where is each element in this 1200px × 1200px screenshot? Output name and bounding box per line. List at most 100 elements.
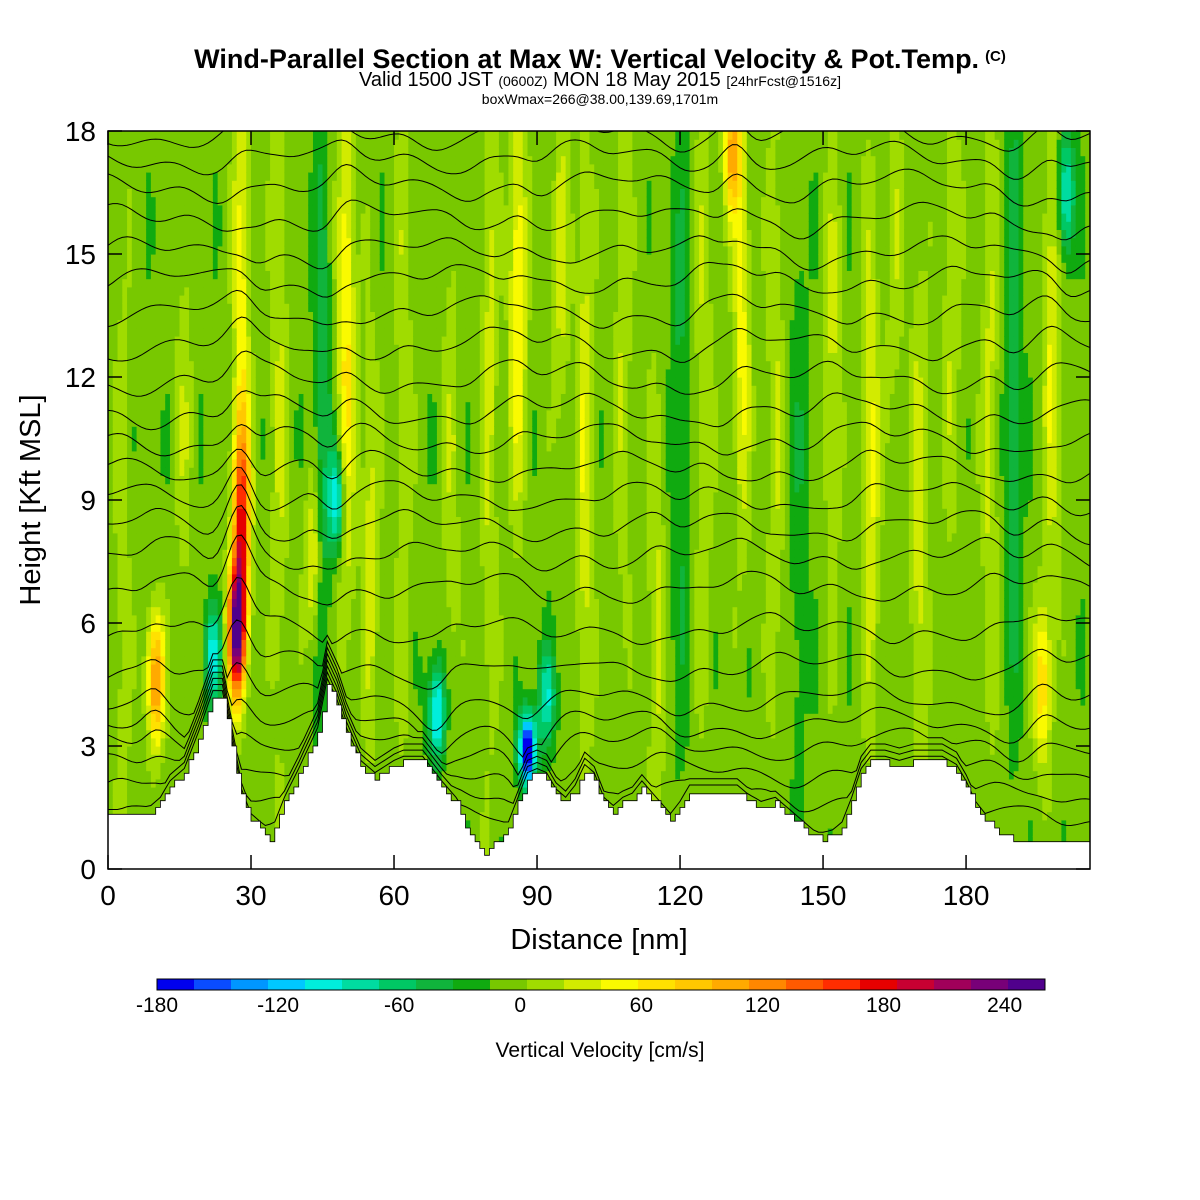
velocity-cell (222, 582, 228, 591)
velocity-cell (117, 778, 123, 788)
velocity-cell (270, 532, 276, 542)
velocity-cell (150, 270, 157, 280)
velocity-cell (227, 213, 233, 222)
velocity-cell (198, 377, 204, 386)
velocity-cell (336, 475, 343, 485)
velocity-cell (260, 254, 266, 263)
velocity-cell (279, 483, 285, 493)
velocity-cell (208, 172, 214, 181)
velocity-cell (141, 639, 147, 649)
velocity-cell (336, 631, 343, 640)
velocity-cell (208, 524, 214, 534)
velocity-cell (184, 623, 190, 632)
velocity-cell (108, 155, 114, 165)
velocity-cell (184, 491, 190, 501)
velocity-cell (255, 311, 262, 321)
velocity-cell (155, 672, 162, 681)
velocity-cell (260, 639, 266, 649)
velocity-cell (174, 180, 181, 189)
velocity-cell (169, 295, 176, 304)
velocity-cell (198, 606, 204, 616)
velocity-cell (298, 352, 305, 362)
velocity-cell (341, 524, 347, 534)
velocity-cell (293, 565, 300, 575)
velocity-cell (203, 696, 209, 706)
velocity-cell (193, 319, 200, 329)
velocity-cell (241, 532, 247, 542)
velocity-cell (122, 131, 128, 140)
velocity-cell (317, 377, 324, 386)
velocity-cell (312, 565, 319, 575)
velocity-cell (346, 286, 352, 296)
velocity-cell (270, 221, 276, 230)
velocity-cell (284, 303, 290, 312)
velocity-cell (155, 565, 162, 575)
velocity-cell (227, 614, 233, 624)
velocity-cell (117, 549, 123, 558)
velocity-cell (131, 532, 138, 542)
velocity-cell (265, 754, 271, 763)
velocity-cell (351, 680, 357, 690)
velocity-cell (155, 188, 162, 198)
velocity-cell (270, 377, 276, 386)
velocity-cell (265, 688, 271, 698)
velocity-cell (179, 385, 185, 394)
velocity-cell (203, 163, 209, 173)
velocity-cell (112, 516, 119, 526)
velocity-cell (227, 524, 233, 534)
velocity-cell (317, 139, 324, 148)
velocity-cell (169, 188, 176, 198)
velocity-cell (341, 688, 347, 698)
velocity-cell (341, 385, 347, 394)
velocity-cell (117, 442, 123, 452)
velocity-cell (155, 664, 162, 673)
velocity-cell (117, 254, 123, 263)
velocity-cell (251, 803, 257, 813)
velocity-cell (346, 327, 352, 337)
velocity-cell (165, 368, 171, 378)
velocity-cell (208, 434, 214, 444)
velocity-cell (222, 270, 228, 280)
velocity-cell (241, 393, 247, 403)
velocity-cell (336, 385, 343, 394)
velocity-cell (274, 245, 281, 255)
velocity-cell (174, 491, 181, 501)
velocity-cell (284, 409, 290, 419)
velocity-cell (174, 213, 181, 222)
velocity-cell (274, 508, 281, 517)
velocity-cell (127, 131, 133, 140)
velocity-cell (227, 623, 233, 632)
velocity-cell (370, 664, 376, 673)
velocity-cell (346, 360, 352, 370)
velocity-cell (298, 475, 305, 485)
velocity-cell (303, 483, 309, 493)
velocity-cell (341, 434, 347, 444)
velocity-cell (260, 680, 266, 690)
velocity-cell (141, 598, 147, 608)
velocity-cell (165, 746, 171, 755)
velocity-cell (127, 557, 133, 567)
velocity-cell (317, 245, 324, 255)
velocity-cell (322, 368, 328, 378)
velocity-cell (236, 147, 243, 157)
velocity-cell (360, 352, 367, 362)
velocity-cell (217, 147, 224, 157)
velocity-cell (184, 688, 190, 698)
velocity-cell (327, 573, 333, 583)
velocity-cell (193, 377, 200, 386)
velocity-cell (231, 254, 238, 263)
velocity-cell (260, 811, 266, 821)
velocity-cell (117, 483, 123, 493)
velocity-cell (236, 221, 243, 230)
velocity-cell (293, 336, 300, 345)
velocity-cell (208, 336, 214, 345)
velocity-cell (293, 606, 300, 616)
velocity-cell (274, 303, 281, 312)
velocity-cell (146, 196, 152, 206)
velocity-cell (222, 262, 228, 271)
velocity-cell (165, 713, 171, 722)
velocity-cell (150, 319, 157, 329)
velocity-cell (160, 737, 166, 747)
velocity-cell (265, 696, 271, 706)
velocity-cell (355, 500, 362, 509)
